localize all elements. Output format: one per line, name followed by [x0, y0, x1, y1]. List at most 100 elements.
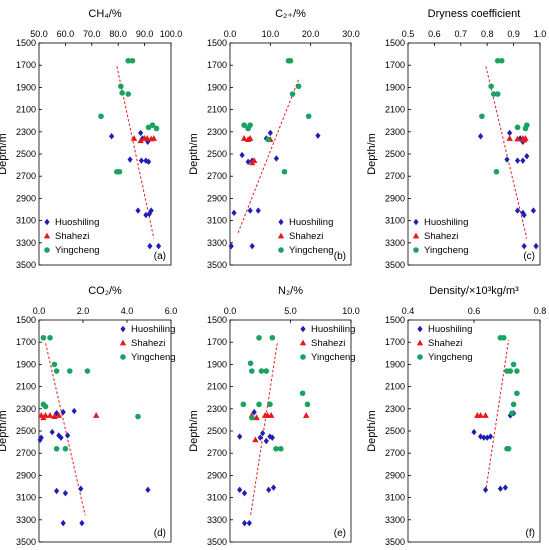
- x-tick-label: 10.0: [342, 306, 360, 316]
- y-tick-label: 2700: [385, 448, 405, 458]
- data-point-yingcheng: [263, 368, 270, 374]
- data-point-huoshiling: [514, 207, 521, 214]
- data-point-huoshiling: [502, 484, 508, 491]
- data-point-huoshiling: [249, 242, 255, 250]
- y-tick-label: 1900: [16, 82, 36, 92]
- data-point-huoshiling: [54, 487, 60, 495]
- y-tick-label: 2300: [207, 127, 227, 137]
- data-point-huoshiling: [145, 486, 151, 494]
- data-point-huoshiling: [487, 433, 494, 440]
- data-point-huoshiling: [241, 489, 248, 497]
- data-point-shahezi: [246, 135, 254, 141]
- data-point-huoshiling: [478, 433, 484, 440]
- data-point-shahezi: [520, 136, 528, 143]
- data-point-huoshiling: [270, 484, 277, 491]
- y-tick-label: 1900: [16, 359, 36, 369]
- data-point-huoshiling: [71, 407, 77, 415]
- data-point-yingcheng: [479, 113, 485, 120]
- panel-label: (c): [523, 251, 535, 262]
- data-point-yingcheng: [281, 168, 288, 175]
- data-point-huoshiling: [533, 242, 539, 250]
- data-point-huoshiling: [60, 519, 66, 527]
- data-point-shahezi: [93, 412, 100, 418]
- legend-marker-huoshiling: [300, 325, 306, 333]
- y-tick-label: 1500: [385, 315, 405, 325]
- data-point-yingcheng: [256, 334, 262, 341]
- y-tick-label: 3100: [207, 493, 227, 503]
- legend-label: Huoshiling: [289, 217, 333, 228]
- panel-label: (a): [154, 251, 166, 262]
- y-tick-label: 3100: [207, 216, 227, 226]
- y-tick-label: 3100: [385, 216, 405, 226]
- data-point-huoshiling: [247, 207, 253, 214]
- legend-label: Huoshiling: [55, 217, 99, 228]
- trend-line: [485, 339, 510, 493]
- y-tick-label: 1900: [385, 359, 405, 369]
- data-point-shahezi: [130, 135, 138, 141]
- data-point-yingcheng: [514, 390, 520, 397]
- data-point-yingcheng: [241, 122, 247, 128]
- y-tick-label: 2300: [16, 127, 36, 137]
- data-point-shahezi: [252, 436, 259, 443]
- data-point-yingcheng: [505, 445, 512, 452]
- data-point-huoshiling: [257, 434, 263, 441]
- trend-line: [250, 343, 278, 516]
- data-point-shahezi: [55, 412, 62, 418]
- data-point-huoshiling: [263, 437, 269, 445]
- data-point-huoshiling: [504, 156, 510, 163]
- data-point-huoshiling: [245, 158, 251, 165]
- data-point-yingcheng: [273, 445, 279, 452]
- y-tick-label: 2500: [16, 149, 36, 159]
- data-point-huoshiling: [127, 156, 133, 163]
- data-point-shahezi: [477, 412, 484, 418]
- data-point-shahezi: [248, 159, 256, 166]
- legend-marker-yingcheng: [300, 354, 306, 360]
- data-point-yingcheng: [247, 360, 254, 367]
- y-axis-title: Depth/m: [366, 410, 378, 452]
- x-tick-label: 6.0: [165, 306, 178, 316]
- legend-marker-huoshiling: [44, 218, 50, 226]
- x-tick-label: 0.0: [33, 306, 46, 316]
- data-point-yingcheng: [145, 124, 152, 131]
- data-point-shahezi: [144, 135, 151, 141]
- data-point-huoshiling: [273, 155, 279, 162]
- panel-c: Dryness coefficient 0.5 0.6 0.7 0.8 0.9 1.0 150…: [366, 8, 546, 270]
- panel-label: (f): [526, 528, 535, 539]
- legend-label: Shahezi: [424, 231, 458, 242]
- legend-marker-huoshiling: [120, 325, 126, 333]
- data-point-yingcheng: [125, 91, 132, 97]
- legend-label: Shahezi: [289, 231, 323, 242]
- data-point-shahezi: [482, 412, 489, 418]
- y-tick-label: 2900: [16, 470, 36, 480]
- x-tick-label: 0.5: [402, 29, 415, 39]
- legend-marker-huoshiling: [278, 218, 284, 226]
- data-point-yingcheng: [509, 410, 515, 417]
- y-tick-label: 1700: [385, 337, 405, 347]
- data-point-huoshiling: [135, 207, 141, 214]
- data-point-huoshiling: [521, 242, 527, 250]
- data-point-huoshiling: [482, 486, 489, 494]
- x-axis-title: CO₂/%: [88, 285, 122, 297]
- data-point-shahezi: [46, 412, 54, 418]
- legend-marker-huoshiling: [413, 218, 419, 226]
- data-point-huoshiling: [79, 519, 85, 527]
- data-point-yingcheng: [305, 113, 312, 120]
- data-point-yingcheng: [278, 445, 284, 452]
- y-tick-label: 2500: [385, 149, 405, 159]
- y-tick-label: 3300: [16, 515, 36, 525]
- data-point-yingcheng: [119, 90, 125, 96]
- data-point-yingcheng: [118, 83, 124, 90]
- data-point-huoshiling: [237, 486, 243, 494]
- y-tick-label: 2500: [207, 426, 227, 436]
- panel-a: CH₄/% 50.0 60.0 70.0 80.0 90.0 100.0 1500 1700 19…: [0, 8, 182, 270]
- y-tick-label: 2900: [385, 470, 405, 480]
- legend-marker-yingcheng: [44, 247, 50, 253]
- data-point-yingcheng: [98, 113, 104, 120]
- panel-f: Density/×10³kg/m³ 0.4 0.6 0.8 1500 1700 1900 21…: [366, 285, 546, 547]
- data-point-huoshiling: [260, 430, 266, 437]
- data-point-shahezi: [506, 135, 513, 141]
- y-tick-label: 3500: [385, 537, 405, 547]
- y-tick-label: 2900: [385, 193, 405, 203]
- y-axis-title: Depth/m: [366, 133, 378, 175]
